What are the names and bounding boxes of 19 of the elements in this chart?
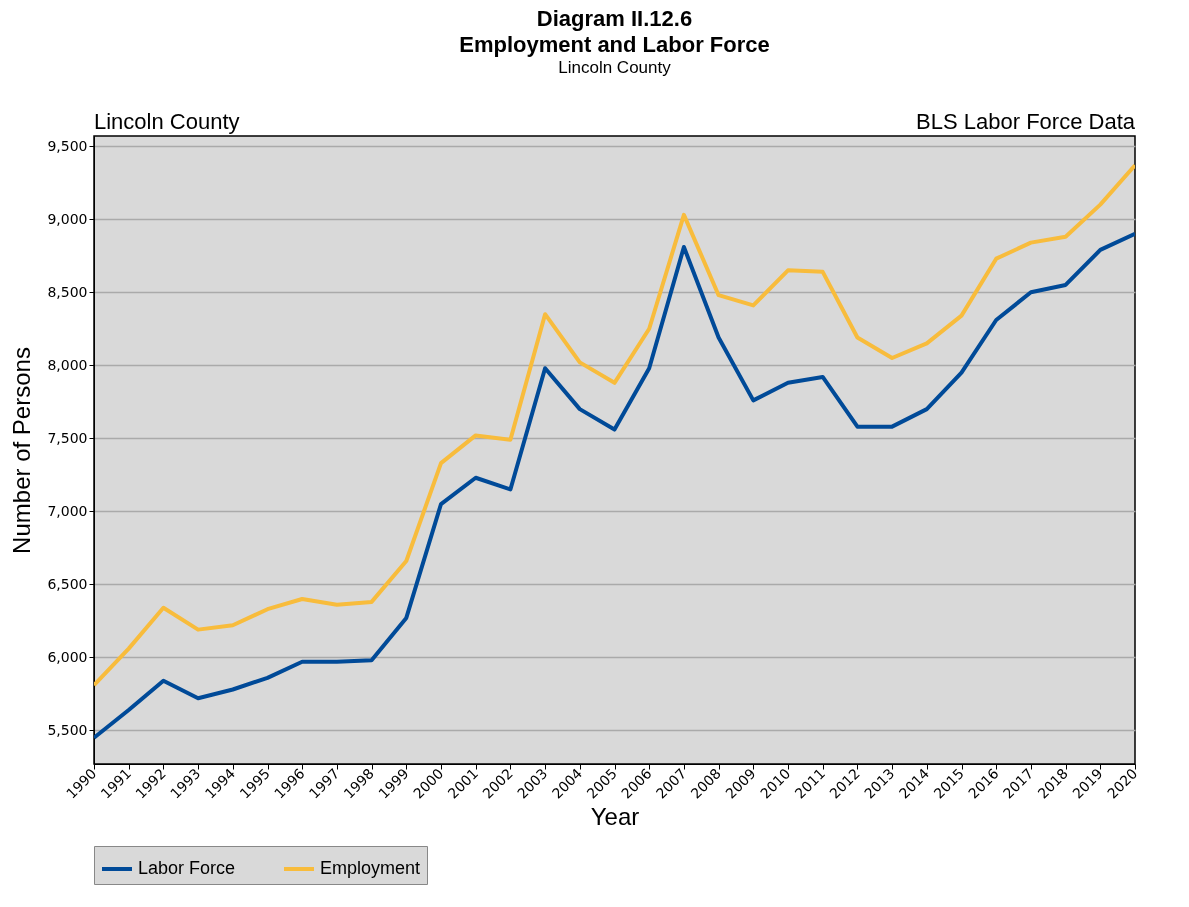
line-series	[94, 231, 1135, 740]
y-tick-label: 7,500	[47, 429, 88, 446]
line-series	[94, 163, 1135, 688]
y-tick-label: 9,000	[47, 210, 88, 227]
y-tick-label: 6,000	[47, 648, 88, 665]
legend-label: Employment	[320, 858, 421, 878]
legend-label: Labor Force	[138, 858, 236, 878]
text: Lincoln County	[94, 109, 240, 134]
y-tick-label: 9,500	[47, 137, 88, 154]
y-tick-label: 8,500	[47, 283, 88, 300]
y-tick-label: 7,000	[47, 502, 88, 519]
chart-title: Diagram II.12.6 Employment and Labor Force	[459, 6, 770, 57]
x-axis-title: Year	[590, 802, 640, 830]
y-tick-label: 8,000	[47, 356, 88, 373]
y-axis-title: Number of Persons	[8, 347, 36, 554]
y-tick-label: 6,500	[47, 575, 88, 592]
text: BLS Labor Force Data	[916, 109, 1136, 134]
chart-subtitle: Lincoln County	[558, 58, 672, 77]
y-tick-label: 5,500	[47, 721, 88, 738]
